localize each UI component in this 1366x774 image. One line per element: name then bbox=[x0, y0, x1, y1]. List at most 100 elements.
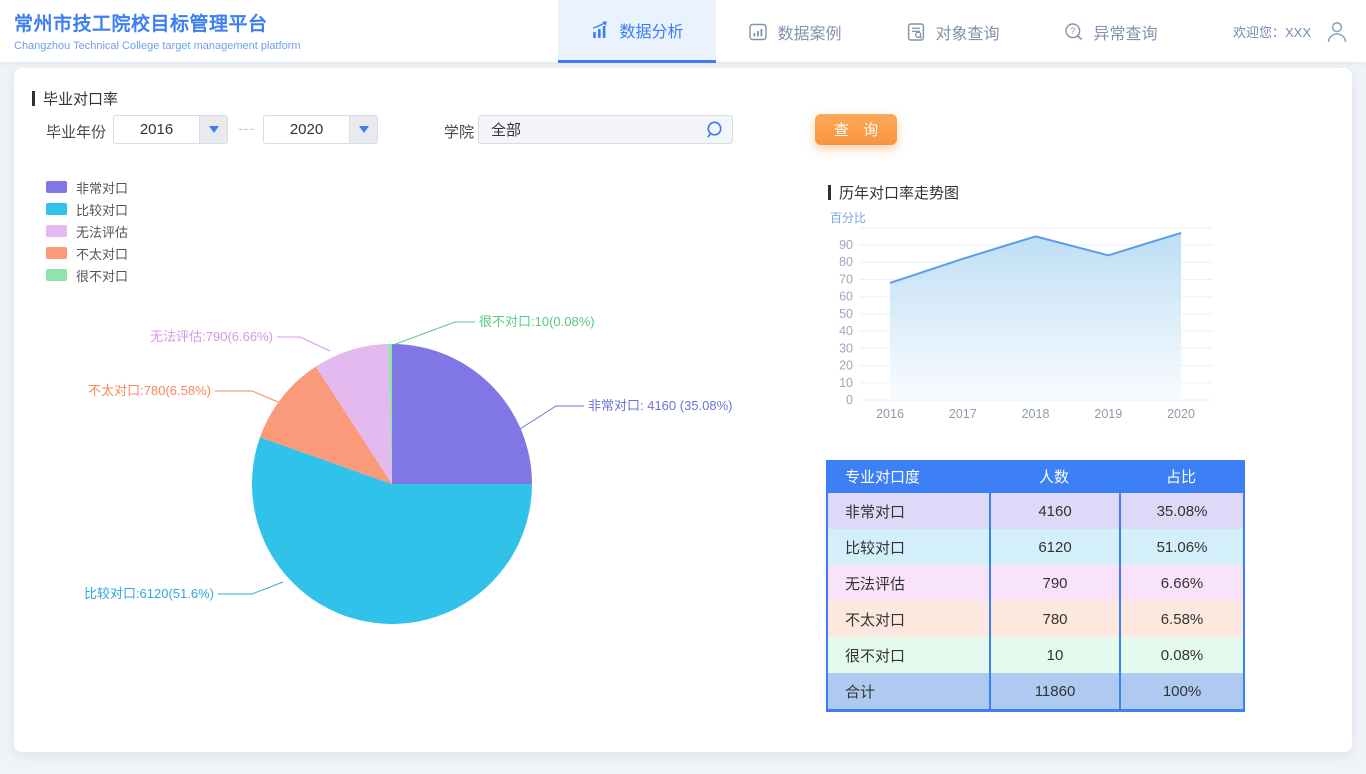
pie-chart-svg: 非常对口: 4160 (35.08%) 比较对口:6120(51.6%) 无法评估:… bbox=[84, 314, 733, 624]
table-cell: 51.06% bbox=[1119, 529, 1243, 565]
pie-slice-很不对口[interactable] bbox=[388, 343, 392, 484]
y-tick-label: 0 bbox=[846, 393, 853, 407]
user-avatar-icon[interactable] bbox=[1324, 19, 1350, 45]
college-search-input[interactable] bbox=[491, 121, 704, 138]
legend-item[interactable]: 无法评估 bbox=[46, 220, 128, 242]
y-tick-label: 20 bbox=[839, 359, 853, 373]
bar-chart-icon bbox=[590, 20, 610, 40]
table-header-cell: 人数 bbox=[1038, 469, 1069, 486]
x-tick-label: 2018 bbox=[1022, 407, 1050, 421]
legend-swatch bbox=[46, 203, 67, 215]
pie-callout-label: 无法评估:790(6.66%) bbox=[150, 329, 273, 344]
table-header-cell: 专业对口度 bbox=[845, 469, 921, 486]
legend-label: 不太对口 bbox=[76, 246, 129, 262]
year-range-separator: --- bbox=[238, 120, 255, 136]
pie-slice-无法评估[interactable] bbox=[315, 344, 392, 484]
legend-swatch bbox=[46, 181, 67, 193]
tab-label: 数据案例 bbox=[777, 25, 842, 43]
table-cell: 非常对口 bbox=[845, 503, 906, 521]
legend-swatch bbox=[46, 269, 67, 281]
table-cell: 6.58% bbox=[1119, 601, 1243, 637]
college-filter-label: 学院 bbox=[444, 124, 475, 141]
table-cell: 790 bbox=[989, 565, 1119, 601]
legend-item[interactable]: 很不对口 bbox=[46, 264, 128, 286]
legend-item[interactable]: 比较对口 bbox=[46, 198, 128, 220]
legend-swatch bbox=[46, 247, 67, 259]
college-search-field bbox=[478, 115, 733, 144]
table-header-cell: 占比 bbox=[1165, 469, 1196, 486]
pie-callout-label: 比较对口:6120(51.6%) bbox=[84, 586, 214, 601]
table-cell: 11860 bbox=[989, 673, 1119, 709]
tab-label: 对象查询 bbox=[935, 25, 1000, 43]
brand: 常州市技工院校目标管理平台 Changzhou Technical Colleg… bbox=[14, 9, 301, 52]
pie-callout-label: 不太对口:780(6.58%) bbox=[88, 383, 211, 398]
legend-swatch bbox=[46, 225, 67, 237]
welcome-text: 欢迎您：XXX bbox=[1232, 25, 1311, 40]
table-cell: 4160 bbox=[989, 493, 1119, 529]
report-icon bbox=[748, 22, 768, 42]
x-tick-label: 2016 bbox=[876, 407, 904, 421]
y-tick-label: 70 bbox=[839, 272, 853, 286]
tab-label: 异常查询 bbox=[1093, 25, 1158, 43]
legend-item[interactable]: 不太对口 bbox=[46, 242, 128, 264]
legend-label: 非常对口 bbox=[76, 180, 129, 196]
query-button[interactable]: 查 询 bbox=[815, 114, 897, 145]
year-from-value: 2016 bbox=[139, 121, 174, 138]
section-title-trend: 历年对口率走势图 bbox=[828, 182, 959, 203]
tab-data-analysis[interactable]: 数据分析 bbox=[558, 0, 716, 63]
summary-table: 专业对口度 人数 占比 非常对口 4160 35.08% 比较对口 6120 51.06% 无法评… bbox=[826, 460, 1245, 712]
table-row: 合计 11860 100% bbox=[828, 673, 1243, 709]
tab-anomaly-query[interactable]: ? 异常查询 bbox=[1032, 0, 1190, 63]
tab-label: 数据分析 bbox=[619, 24, 684, 41]
legend-label: 无法评估 bbox=[76, 224, 129, 240]
table-cell: 很不对口 bbox=[845, 647, 906, 665]
table-row: 不太对口 780 6.58% bbox=[828, 601, 1243, 637]
year-from-select[interactable]: 2016 bbox=[113, 115, 228, 144]
table-cell: 6.66% bbox=[1119, 565, 1243, 601]
main-nav: 数据分析 数据案例 bbox=[558, 0, 1190, 63]
pie-callout-label: 很不对口:10(0.08%) bbox=[479, 314, 595, 329]
search-icon[interactable] bbox=[704, 120, 724, 140]
pie-slice-不太对口[interactable] bbox=[260, 366, 392, 484]
legend-label: 很不对口 bbox=[76, 268, 129, 284]
trend-chart-svg: 0 10 20 30 40 50 60 70 80 90 百分比 2016 2017 2018 2019 20… bbox=[830, 211, 1213, 421]
table-row: 很不对口 10 0.08% bbox=[828, 637, 1243, 673]
chevron-down-icon bbox=[358, 126, 369, 133]
y-tick-label: 50 bbox=[839, 307, 853, 321]
table-cell: 10 bbox=[989, 637, 1119, 673]
question-search-icon: ? bbox=[1064, 22, 1084, 42]
pie-callout-line bbox=[519, 405, 584, 430]
app-subtitle: Changzhou Technical College target manag… bbox=[14, 40, 301, 52]
table-row: 非常对口 4160 35.08% bbox=[828, 493, 1243, 529]
year-filter-label: 毕业年份 bbox=[46, 124, 107, 141]
y-tick-label: 30 bbox=[839, 341, 853, 355]
year-from-dropdown-arrow[interactable] bbox=[199, 116, 227, 143]
legend-label: 比较对口 bbox=[76, 202, 129, 218]
table-row: 比较对口 6120 51.06% bbox=[828, 529, 1243, 565]
section-title-text: 毕业对口率 bbox=[43, 91, 119, 108]
pie-slice-比较对口[interactable] bbox=[251, 437, 532, 624]
table-cell: 合计 bbox=[845, 683, 876, 701]
y-tick-label: 60 bbox=[839, 290, 853, 304]
table-cell: 0.08% bbox=[1119, 637, 1243, 673]
year-to-select[interactable]: 2020 bbox=[263, 115, 378, 144]
user-area: 欢迎您：XXX bbox=[1233, 0, 1350, 63]
pie-callout-line bbox=[277, 336, 331, 352]
chevron-down-icon bbox=[208, 126, 219, 133]
section-title-bar bbox=[32, 91, 35, 106]
table-cell: 6120 bbox=[989, 529, 1119, 565]
y-tick-label: 80 bbox=[839, 255, 853, 269]
trend-line[interactable] bbox=[889, 231, 1182, 284]
year-to-dropdown-arrow[interactable] bbox=[349, 116, 377, 143]
table-cell: 无法评估 bbox=[845, 575, 906, 593]
y-tick-label: 90 bbox=[839, 238, 853, 252]
y-tick-label: 10 bbox=[839, 376, 853, 390]
pie-slice-非常对口[interactable] bbox=[392, 344, 532, 484]
pie-callout-line bbox=[392, 321, 475, 346]
tab-object-query[interactable]: 对象查询 bbox=[874, 0, 1032, 63]
tab-data-cases[interactable]: 数据案例 bbox=[716, 0, 874, 63]
legend-item[interactable]: 非常对口 bbox=[46, 176, 128, 198]
x-tick-label: 2017 bbox=[949, 407, 977, 421]
y-axis-title: 百分比 bbox=[830, 211, 866, 225]
